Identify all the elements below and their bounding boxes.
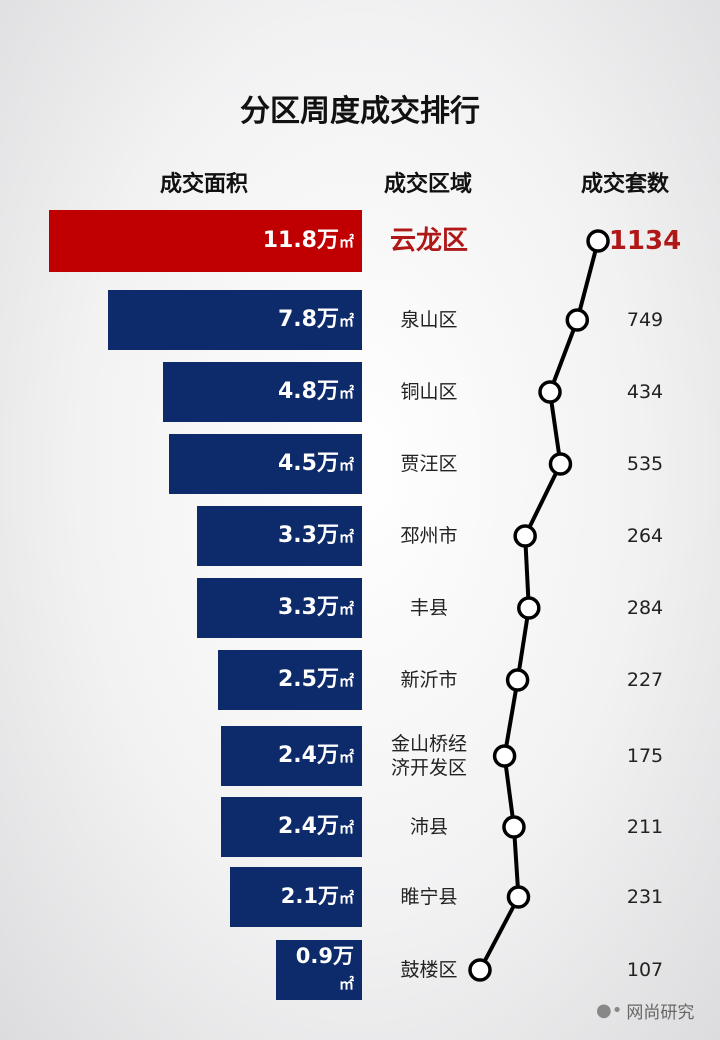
area-bar: 2.5万㎡ (218, 650, 362, 710)
area-bar: 11.8万㎡ (49, 210, 362, 272)
area-bar: 4.8万㎡ (162, 362, 362, 422)
area-bar-label: 0.9万㎡ (295, 944, 354, 993)
chart-title: 分区周度成交排行 (240, 94, 480, 129)
count-label: 749 (626, 309, 664, 331)
area-bar-label: 4.8万㎡ (278, 378, 354, 404)
area-bar-label: 11.8万㎡ (262, 227, 354, 253)
area-unit: ㎡ (338, 818, 354, 837)
area-unit: ㎡ (338, 671, 354, 690)
area-bar-label: 2.1万㎡ (280, 884, 354, 908)
count-point (565, 308, 590, 332)
area-bar: 2.4万㎡ (221, 726, 362, 786)
area-bar: 0.9万㎡ (275, 940, 362, 1000)
column-header-area: 成交面积 (159, 172, 249, 197)
count-label: 264 (626, 525, 664, 547)
region-label: 贾汪区 (400, 453, 458, 475)
count-point (492, 744, 517, 768)
region-label: 沛县 (409, 816, 449, 838)
area-bar-label: 7.8万㎡ (278, 306, 354, 332)
count-label: 1134 (608, 226, 682, 256)
count-label: 175 (626, 745, 664, 767)
column-header-count: 成交套数 (580, 172, 670, 197)
count-label: 535 (626, 453, 664, 475)
area-unit: ㎡ (338, 889, 354, 907)
area-bar: 3.3万㎡ (196, 506, 362, 566)
count-point (502, 815, 526, 839)
area-bar: 2.4万㎡ (221, 797, 362, 857)
count-point (505, 668, 530, 692)
region-label: 鼓楼区 (400, 959, 458, 981)
area-unit: ㎡ (338, 747, 354, 766)
area-unit: ㎡ (338, 311, 354, 330)
count-label: 434 (626, 381, 664, 403)
area-bar-label: 2.4万㎡ (278, 742, 354, 768)
area-unit: ㎡ (338, 599, 354, 618)
area-bar-label: 4.5万㎡ (278, 450, 354, 476)
count-point (548, 452, 573, 476)
region-label: 泉山区 (400, 309, 458, 331)
area-unit: ㎡ (338, 455, 354, 474)
count-point (468, 958, 492, 982)
area-unit: ㎡ (338, 527, 354, 546)
count-point (538, 380, 562, 404)
count-point (586, 229, 610, 253)
region-label: 新沂市 (400, 669, 458, 691)
wechat-icon: ●• (596, 1000, 623, 1021)
region-label: 邳州市 (400, 525, 458, 547)
region-label: 丰县 (409, 597, 449, 619)
count-label: 227 (626, 669, 664, 691)
region-label: 铜山区 (400, 381, 458, 403)
count-label: 284 (626, 597, 664, 619)
area-bar-label: 2.5万㎡ (278, 666, 354, 692)
area-bar: 3.3万㎡ (196, 578, 362, 638)
area-bar-label: 3.3万㎡ (278, 594, 354, 620)
area-bar: 7.8万㎡ (107, 290, 362, 350)
watermark: ●• 网尚研究 (596, 998, 694, 1023)
area-bar: 2.1万㎡ (230, 867, 362, 927)
area-unit: ㎡ (338, 232, 354, 251)
area-bar: 4.5万㎡ (168, 434, 362, 494)
count-label: 107 (626, 959, 664, 981)
count-point (517, 596, 541, 620)
area-bar-label: 2.4万㎡ (278, 813, 354, 839)
region-label: 睢宁县 (400, 886, 458, 908)
count-label: 211 (626, 816, 664, 838)
region-label: 云龙区 (389, 226, 469, 256)
count-label: 231 (626, 886, 664, 908)
region-label: 金山桥经 济开发区 (390, 733, 468, 779)
count-point (506, 885, 531, 909)
area-unit: ㎡ (338, 975, 354, 993)
count-point (513, 524, 537, 548)
column-header-region: 成交区域 (383, 172, 473, 197)
area-unit: ㎡ (338, 383, 354, 402)
area-bar-label: 3.3万㎡ (278, 522, 354, 548)
watermark-text: 网尚研究 (626, 1003, 695, 1023)
